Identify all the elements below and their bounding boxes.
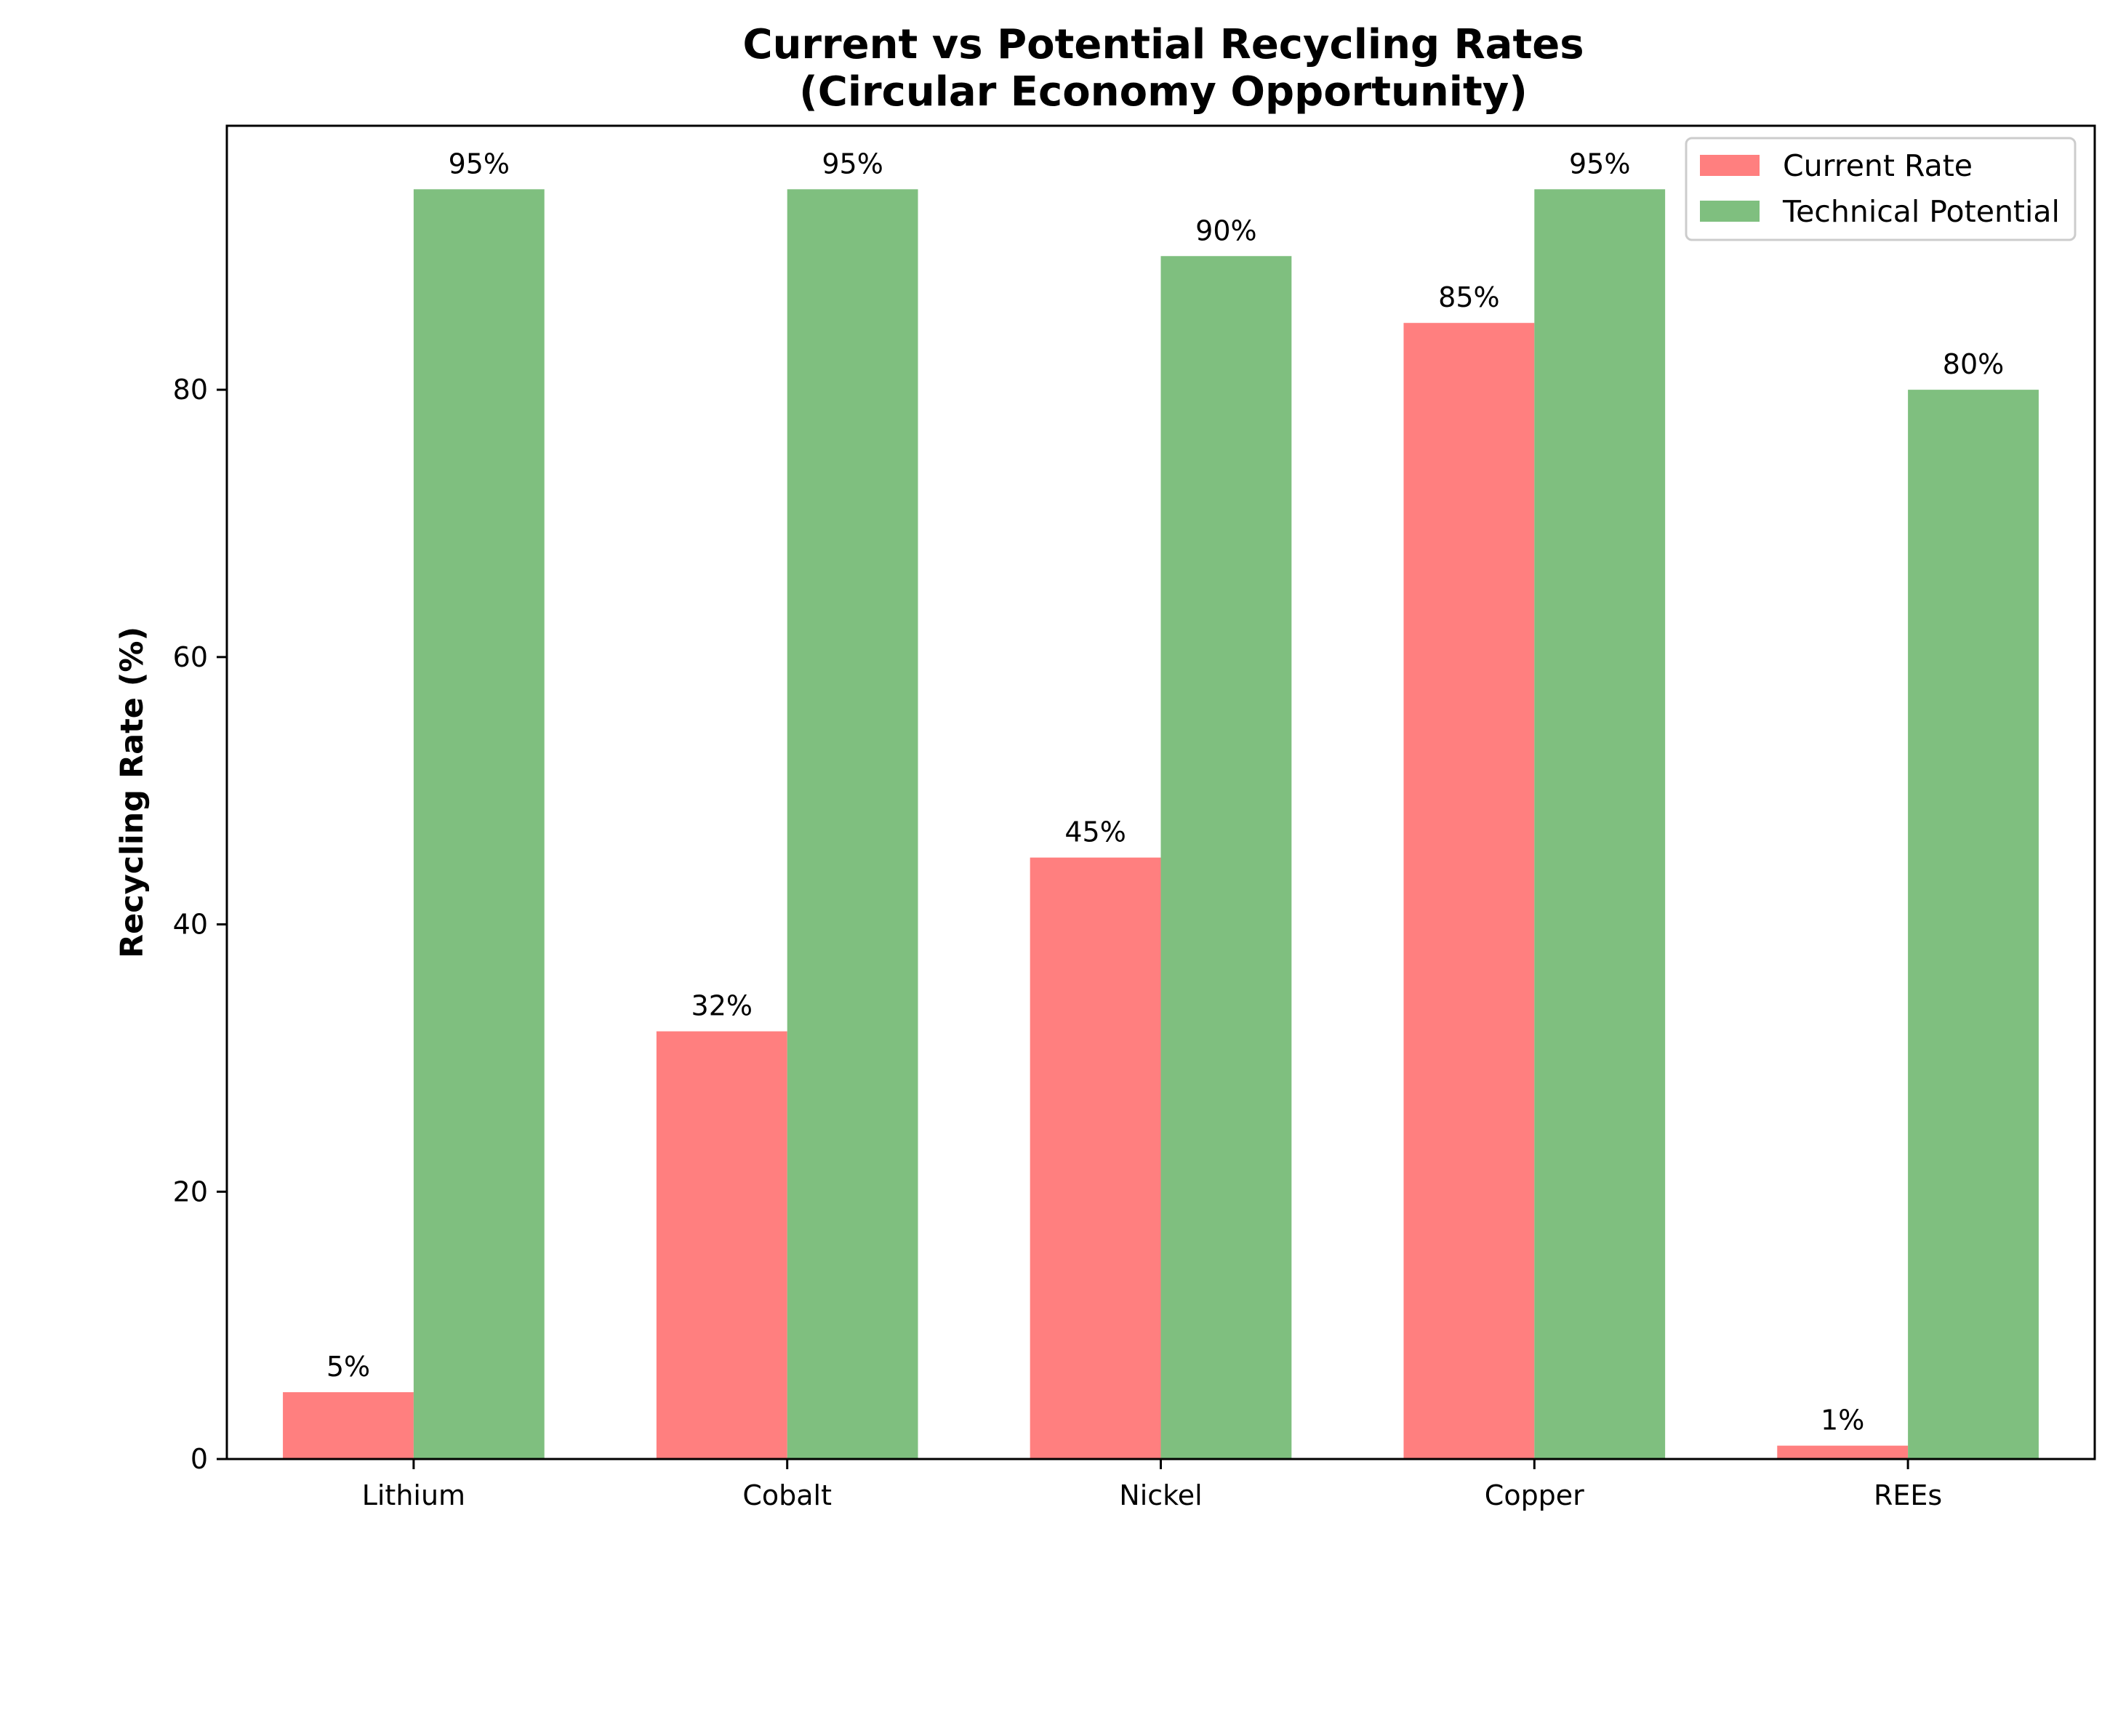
data-label-current-rate-rees: 1% xyxy=(1821,1405,1864,1436)
data-label-current-rate-lithium: 5% xyxy=(326,1351,370,1383)
data-label-technical-potential-cobalt: 95% xyxy=(822,148,883,180)
data-label-technical-potential-nickel: 90% xyxy=(1195,214,1256,246)
bar-value-labels: 5% 32% 45% 85% 1% 95% 95% 90% 95% 80% xyxy=(326,148,2004,1436)
data-label-current-rate-copper: 85% xyxy=(1438,281,1499,313)
data-label-technical-potential-rees: 80% xyxy=(1943,348,2004,380)
bar-technical-potential-nickel xyxy=(1160,256,1292,1459)
bar-technical-potential-lithium xyxy=(413,189,545,1459)
x-tick-label-cobalt: Cobalt xyxy=(742,1479,832,1511)
x-tick-label-copper: Copper xyxy=(1485,1479,1584,1511)
legend-swatch-current-rate xyxy=(1700,155,1760,176)
bars xyxy=(283,189,2039,1459)
y-tick-label-20: 20 xyxy=(173,1176,208,1207)
legend-label-technical-potential: Technical Potential xyxy=(1782,194,2060,229)
legend-box xyxy=(1685,137,2077,241)
y-tick-label-40: 40 xyxy=(173,909,208,941)
bar-current-rate-cobalt xyxy=(656,1031,787,1459)
bar-current-rate-nickel xyxy=(1030,857,1161,1459)
data-label-current-rate-cobalt: 32% xyxy=(691,990,753,1022)
data-label-technical-potential-lithium: 95% xyxy=(449,148,510,180)
bar-technical-potential-copper xyxy=(1534,189,1666,1459)
chart-title: Current vs Potential Recycling Rates (Ci… xyxy=(742,21,1584,116)
bar-current-rate-copper xyxy=(1403,323,1535,1459)
y-tick-label-60: 60 xyxy=(173,641,208,673)
y-tick-label-0: 0 xyxy=(190,1443,208,1475)
x-axis-ticks: Lithium Cobalt Nickel Copper REEs xyxy=(362,1459,1942,1511)
x-tick-label-nickel: Nickel xyxy=(1119,1479,1202,1511)
y-axis-ticks: 0 20 40 60 80 xyxy=(173,374,227,1475)
y-tick-label-80: 80 xyxy=(173,374,208,406)
bar-current-rate-rees xyxy=(1777,1445,1909,1459)
x-tick-label-lithium: Lithium xyxy=(362,1479,465,1511)
bar-technical-potential-rees xyxy=(1908,390,2039,1459)
data-label-current-rate-nickel: 45% xyxy=(1064,816,1126,848)
bar-current-rate-lithium xyxy=(283,1392,414,1459)
legend-label-current-rate: Current Rate xyxy=(1783,148,1973,183)
chart-title-line-1: Current vs Potential Recycling Rates xyxy=(742,21,1584,68)
legend-swatch-technical-potential xyxy=(1700,201,1760,222)
bar-technical-potential-cobalt xyxy=(787,189,918,1459)
x-tick-label-rees: REEs xyxy=(1874,1479,1942,1511)
chart-title-line-2: (Circular Economy Opportunity) xyxy=(799,68,1528,116)
y-axis-label: Recycling Rate (%) xyxy=(114,627,151,958)
legend: Current Rate Technical Potential xyxy=(1685,137,2077,241)
data-label-technical-potential-copper: 95% xyxy=(1569,148,1630,180)
